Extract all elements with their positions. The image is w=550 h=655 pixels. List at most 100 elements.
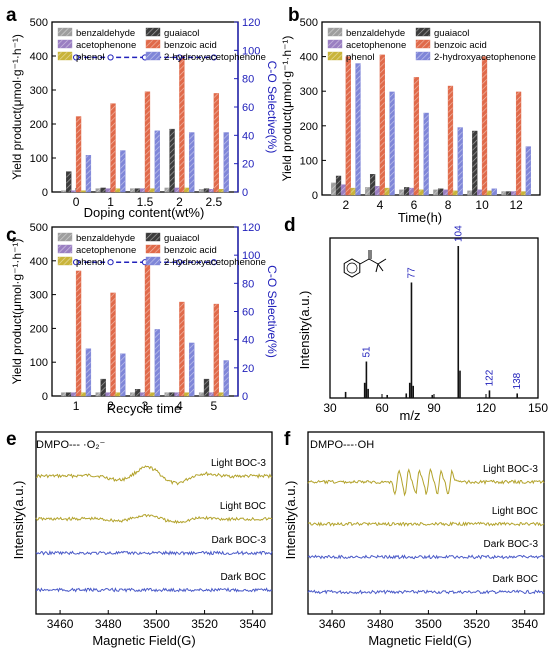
bar-c-benzaldehyde	[95, 392, 101, 397]
panel-a-y2tick-label: 60	[242, 102, 254, 114]
panel-b-ytick-label: 0	[312, 190, 318, 202]
bar-b-benzoic-acid	[515, 91, 522, 196]
panel-a-xlabel: Doping content(wt%)	[84, 205, 205, 220]
panel-e-xtick-label: 3460	[47, 617, 74, 631]
bar-a-2-hydroxyacetophenone	[154, 130, 160, 193]
bar-b-benzoic-acid	[413, 77, 420, 196]
bar-b-2-hydroxyacetophenone	[525, 146, 531, 196]
panel-b-xtick-label: 6	[411, 198, 418, 212]
panel-c-legend-swatch	[145, 256, 161, 266]
panel-b-xtick-label: 8	[445, 198, 452, 212]
panel-c-ytick-label: 400	[30, 256, 48, 268]
panel-e-annotation: DMPO--- ·O₂⁻	[36, 439, 106, 451]
panel-e-frame	[35, 431, 273, 615]
panel-c-legend-swatch	[57, 256, 73, 266]
epr-f-series-label: Dark BOC-3	[484, 539, 539, 550]
panel-b-ylabel: Yield product(μmol·g⁻¹·h⁻¹)	[280, 36, 294, 182]
epr-f-series-label: Dark BOC	[492, 574, 538, 585]
bar-a-benzaldehyde	[164, 187, 170, 193]
molecule-structure-icon	[343, 250, 387, 278]
bar-c-benzaldehyde	[61, 392, 67, 397]
panel-a-legend-label: benzoic acid	[164, 40, 217, 51]
panel-c-ytick-label: 200	[30, 323, 48, 335]
bar-c-phenol	[80, 392, 87, 397]
panel-c-y2tick-label: 20	[242, 363, 254, 375]
bar-c-benzaldehyde	[164, 392, 170, 397]
epr-e-trace-light-boc	[35, 514, 273, 525]
panel-c-xtick-label: 4	[176, 399, 183, 413]
panel-e-xtick-label: 3500	[143, 617, 170, 631]
panel-b-legend-label: benzaldehyde	[346, 28, 405, 39]
bar-a-acetophenone	[70, 190, 77, 193]
panel-b-legend-label: phenol	[346, 52, 375, 63]
panel-b-legend-label: guaiacol	[434, 28, 469, 39]
panel-a-ytick-label: 0	[42, 187, 48, 199]
panel-a-ytick-label: 100	[30, 153, 48, 165]
panel-letter-f: f	[284, 429, 291, 450]
epr-f-trace-light-boc-3	[307, 467, 545, 497]
bar-a-guaiacol	[169, 128, 175, 193]
panel-d-ylabel: Intensity(a.u.)	[297, 291, 312, 370]
bar-a-phenol	[149, 188, 156, 193]
bar-b-phenol	[418, 189, 424, 196]
bar-c-benzaldehyde	[130, 392, 136, 397]
bar-a-2-hydroxyacetophenone	[223, 132, 229, 193]
bar-c-2-hydroxyacetophenone	[120, 353, 126, 397]
bar-b-phenol	[486, 190, 493, 196]
epr-f-series-label: Light BOC-3	[483, 464, 538, 475]
panel-a-xtick-label: 1.5	[137, 195, 154, 209]
bar-a-benzoic-acid	[75, 116, 82, 193]
epr-e-trace-light-boc-3	[35, 465, 273, 486]
panel-a-legend-label: 2-hydroxyacetophenone	[164, 52, 266, 63]
bar-b-phenol	[520, 191, 527, 196]
ms-peak-label-77: 77	[406, 267, 417, 279]
bar-b-2-hydroxyacetophenone	[457, 127, 463, 196]
panel-c-y2label: C-O Selective(%)	[265, 265, 279, 358]
panel-c-xtick-label: 3	[142, 399, 149, 413]
bar-b-phenol	[384, 187, 390, 196]
panel-e-xtick-label: 3540	[239, 617, 266, 631]
panel-a-y2tick-label: 20	[242, 159, 254, 171]
bar-a-acetophenone	[208, 189, 215, 193]
bar-b-2-hydroxyacetophenone	[491, 188, 497, 196]
panel-c-legend-swatch	[57, 232, 73, 242]
panel-a-y2label: C-O Selective(%)	[265, 61, 279, 154]
bar-c-acetophenone	[139, 392, 146, 397]
panel-c-legend-label: guaiacol	[164, 233, 199, 244]
panel-d-frame	[329, 237, 539, 399]
bar-c-2-hydroxyacetophenone	[189, 342, 195, 397]
bar-a-benzaldehyde	[95, 188, 101, 193]
bar-b-acetophenone	[477, 189, 483, 196]
bar-a-acetophenone	[174, 187, 180, 193]
bar-c-guaiacol	[169, 392, 175, 397]
bar-a-phenol	[218, 189, 224, 193]
bar-a-benzoic-acid	[110, 103, 116, 193]
panel-e-ylabel: Intensity(a.u.)	[11, 481, 26, 560]
panel-a-legend-label: acetophenone	[76, 40, 136, 51]
panel-a-legend-label: guaiacol	[164, 28, 199, 39]
panel-a-ytick-label: 200	[30, 119, 48, 131]
bar-b-benzaldehyde	[467, 190, 473, 196]
panel-b-ytick-label: 300	[300, 86, 318, 98]
epr-e-series-label: Light BOC-3	[211, 458, 266, 469]
panel-b-ytick-label: 500	[300, 17, 318, 29]
panel-b-ytick-label: 100	[300, 155, 318, 167]
panel-a-ytick-label: 400	[30, 51, 48, 63]
panel-letter-c: c	[6, 225, 17, 246]
panel-a-y2tick-label: 40	[242, 130, 254, 142]
panel-c-ytick-label: 300	[30, 290, 48, 302]
bar-a-2-hydroxyacetophenone	[189, 132, 195, 193]
bar-b-acetophenone	[408, 187, 415, 196]
panel-c-ylabel: Yield product(μmol·g⁻¹·h⁻¹)	[10, 239, 24, 385]
bar-b-acetophenone	[442, 189, 449, 196]
epr-e-trace-dark-boc	[35, 587, 273, 593]
panel-c-legend-swatch	[145, 232, 161, 242]
panel-c-selectivity-point	[107, 259, 114, 266]
panel-a-y2tick-label: 100	[242, 45, 260, 57]
panel-a-legend-label: benzaldehyde	[76, 28, 135, 39]
panel-d-xtick-label: 150	[528, 401, 548, 415]
bond	[359, 258, 370, 265]
panel-d-xtick-label: 30	[323, 401, 337, 415]
panel-c-y2tick-label: 120	[242, 222, 260, 234]
panel-c-ytick-label: 0	[42, 391, 48, 403]
